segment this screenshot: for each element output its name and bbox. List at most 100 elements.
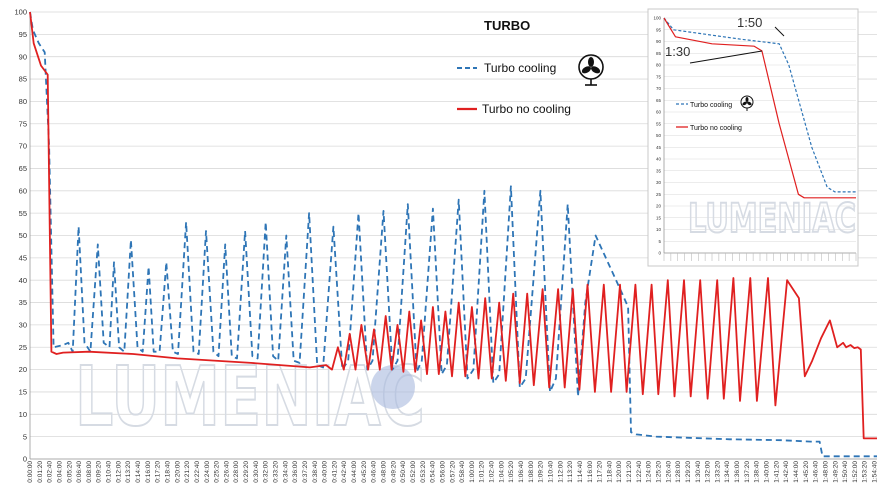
x-tick-label: 0:06:40	[76, 461, 83, 483]
x-tick-label: 0:56:00	[439, 461, 446, 483]
x-tick-label: 0:01:20	[37, 461, 44, 483]
x-tick-label: 1:00:00	[469, 461, 476, 483]
x-tick-label: 1:28:00	[675, 461, 682, 483]
y-tick-label: 90	[19, 52, 27, 61]
x-tick-label: 1:20:00	[616, 461, 623, 483]
inset-frame	[647, 8, 859, 267]
y-tick-label: 25	[656, 192, 662, 197]
x-tick-label: 0:10:40	[106, 461, 113, 483]
x-tick-label: 0:28:00	[233, 461, 240, 483]
y-tick-label: 20	[656, 204, 662, 209]
y-tick-label: 10	[19, 410, 27, 419]
x-tick-label: 1:52:00	[852, 461, 859, 483]
x-tick-label: 1:14:40	[577, 461, 584, 483]
x-tick-label: 1:09:20	[538, 461, 545, 483]
x-tick-label: 0:44:00	[351, 461, 358, 483]
x-tick-label: 0:04:00	[56, 461, 63, 483]
x-tick-label: 0:57:20	[449, 461, 456, 483]
watermark-logo	[371, 365, 415, 409]
x-tick-label: 0:41:20	[331, 461, 338, 483]
x-tick-label: 0:18:40	[164, 461, 171, 483]
y-tick-label: 90	[656, 39, 662, 44]
watermark: LUMENIAC	[75, 350, 425, 445]
y-tick-label: 15	[656, 215, 662, 220]
y-tick-label: 55	[656, 121, 662, 126]
x-tick-label: 0:30:40	[253, 461, 260, 483]
series-line-turbo-no-cooling	[29, 11, 877, 440]
x-tick-label: 1:53:20	[862, 461, 869, 483]
y-tick-label: 65	[656, 98, 662, 103]
x-tick-label: 0:32:00	[263, 461, 270, 483]
fan-icon	[578, 54, 604, 86]
x-tick-label: 0:53:20	[420, 461, 427, 483]
y-tick-label: 95	[19, 30, 27, 39]
x-tick-label: 0:17:20	[155, 461, 162, 483]
y-tick-label: 15	[19, 388, 27, 397]
x-tick-label: 0:58:40	[459, 461, 466, 483]
x-tick-label: 0:21:20	[184, 461, 191, 483]
y-tick-label: 40	[19, 276, 27, 285]
inset-legend-label-turbo-no-cooling: Turbo no cooling	[690, 125, 742, 132]
y-tick-label: 75	[656, 74, 662, 79]
inset-fan-icon	[740, 95, 754, 111]
x-tick-label: 0:29:20	[243, 461, 250, 483]
x-tick-label: 1:16:00	[587, 461, 594, 483]
x-tick-label: 1:06:40	[518, 461, 525, 483]
inset-arrow-1-30	[689, 50, 763, 64]
x-tick-label: 0:45:20	[361, 461, 368, 483]
x-tick-label: 1:46:40	[813, 461, 820, 483]
x-tick-label: 1:25:20	[655, 461, 662, 483]
inset-axes: 0 5 10 15 20 25 30 35 40 45 50 55 60 65 70 75 80 85 90 95 10…	[653, 16, 857, 261]
y-tick-label: 80	[19, 97, 27, 106]
x-tick-label: 0:33:20	[273, 461, 280, 483]
y-tick-label: 35	[19, 298, 27, 307]
series-line-turbo-cooling	[29, 11, 877, 458]
chart-title: TURBO	[484, 18, 530, 33]
y-tick-label: 85	[656, 51, 662, 56]
x-tick-label: 1:41:20	[773, 461, 780, 483]
x-tick-label: 1:29:20	[685, 461, 692, 483]
x-tick-label: 1:30:40	[695, 461, 702, 483]
x-tick-label: 1:13:20	[567, 461, 574, 483]
y-tick-label: 20	[19, 365, 27, 374]
x-tick-label: 0:34:40	[282, 461, 289, 483]
x-tick-label: 1:26:40	[665, 461, 672, 483]
x-tick-label: 0:14:40	[135, 461, 142, 483]
x-tick-label: 1:49:20	[832, 461, 839, 483]
x-tick-label: 0:24:00	[204, 461, 211, 483]
x-tick-label: 1:24:00	[646, 461, 653, 483]
y-tick-label: 100	[14, 8, 27, 17]
x-tick-label: 1:50:40	[842, 461, 849, 483]
x-tick-label: 1:40:00	[764, 461, 771, 483]
x-tick-label: 1:10:40	[547, 461, 554, 483]
x-tick-label: 1:18:40	[606, 461, 613, 483]
x-tick-label: 0:42:40	[341, 461, 348, 483]
inset-legend-label-turbo-cooling: Turbo cooling	[690, 102, 732, 109]
inset-arrow-1-50	[774, 26, 785, 37]
y-tick-label: 60	[656, 110, 662, 115]
x-tick-label: 0:13:20	[125, 461, 132, 483]
x-tick-label: 1:44:00	[793, 461, 800, 483]
x-tick-label: 0:20:00	[174, 461, 181, 483]
x-tick-label: 0:12:00	[115, 461, 122, 483]
y-tick-label: 5	[23, 432, 27, 441]
y-tick-label: 65	[19, 164, 27, 173]
x-tick-label: 1:32:00	[705, 461, 712, 483]
y-tick-label: 35	[656, 168, 662, 173]
x-tick-label: 0:22:40	[194, 461, 201, 483]
legend-label-turbo-no-cooling: Turbo no cooling	[482, 102, 571, 116]
y-tick-label: 5	[658, 239, 661, 244]
x-tick-label: 1:34:40	[724, 461, 731, 483]
y-tick-label: 50	[656, 133, 662, 138]
x-tick-label: 0:38:40	[312, 461, 319, 483]
y-tick-label: 100	[653, 16, 661, 21]
inset-annotation-1-30: 1:30	[665, 44, 690, 59]
x-tick-label: 0:08:00	[86, 461, 93, 483]
y-tick-label: 70	[19, 142, 27, 151]
x-tick-label: 1:37:20	[744, 461, 751, 483]
y-tick-label: 25	[19, 343, 27, 352]
x-tick-label: 1:08:00	[528, 461, 535, 483]
main-axes: 0510152025303540455055606570758085909510…	[14, 8, 877, 483]
x-tick-label: 0:00:00	[27, 461, 34, 483]
